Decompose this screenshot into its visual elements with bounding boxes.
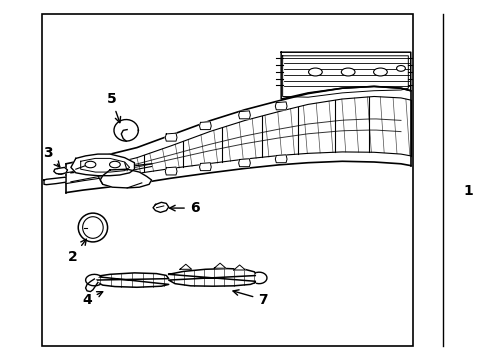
Polygon shape [275, 155, 286, 163]
Text: 1: 1 [463, 184, 472, 198]
Polygon shape [256, 272, 266, 284]
Ellipse shape [85, 161, 96, 168]
Polygon shape [199, 163, 211, 171]
Text: 7: 7 [233, 290, 267, 306]
Polygon shape [85, 274, 100, 286]
Bar [41, 14, 412, 346]
Polygon shape [66, 152, 410, 193]
Ellipse shape [82, 217, 103, 238]
Polygon shape [153, 202, 168, 212]
Polygon shape [85, 279, 98, 292]
Polygon shape [114, 120, 138, 141]
Ellipse shape [78, 213, 107, 242]
Text: 2: 2 [67, 239, 86, 264]
Polygon shape [180, 264, 191, 269]
Ellipse shape [373, 68, 386, 76]
Ellipse shape [341, 68, 354, 76]
Polygon shape [71, 154, 134, 176]
Polygon shape [95, 273, 168, 287]
Polygon shape [165, 133, 177, 141]
Polygon shape [238, 111, 250, 119]
Polygon shape [238, 159, 250, 167]
Text: 6: 6 [169, 201, 199, 215]
Polygon shape [281, 52, 410, 99]
Polygon shape [275, 102, 286, 110]
Polygon shape [214, 263, 225, 268]
Text: 5: 5 [106, 92, 121, 123]
Text: 3: 3 [43, 146, 60, 167]
Polygon shape [100, 169, 151, 188]
Ellipse shape [109, 161, 120, 168]
Polygon shape [66, 86, 410, 173]
Polygon shape [54, 167, 67, 174]
Ellipse shape [396, 66, 405, 71]
Ellipse shape [308, 68, 322, 76]
Text: 4: 4 [82, 292, 102, 306]
Polygon shape [233, 265, 245, 270]
Polygon shape [44, 177, 66, 185]
Polygon shape [199, 122, 211, 130]
Polygon shape [165, 167, 177, 175]
Polygon shape [168, 269, 258, 286]
